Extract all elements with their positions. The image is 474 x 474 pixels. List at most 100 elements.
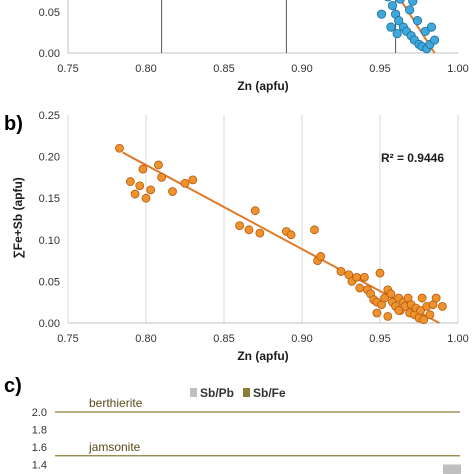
panel-c-reference-lines: berthierite jamsonite (55, 396, 460, 457)
panel-b-data-point (125, 177, 135, 186)
panel-c-y-tick-label: 1.4 (32, 460, 47, 472)
panel-b-y-ticks: 0.00 0.05 0.10 0.15 0.20 0.25 (39, 110, 60, 330)
panel-a-y-ticks: 0.05 0.00 (39, 7, 60, 60)
panel-b-data-point (383, 311, 393, 321)
panel-b-data-point (336, 267, 346, 276)
panel-a-data-point (429, 35, 440, 45)
panel-b-r2-annotation: R² = 0.9446 (381, 151, 444, 165)
panel-b-data-point (157, 172, 167, 182)
panel-b-data-point (135, 181, 145, 191)
panel-b-data-point (352, 272, 362, 282)
panel-a: 0.05 0.00 0.75 0.80 0.85 0.90 0.95 1.00 Zn (a… (39, 0, 469, 93)
panel-a-x-tick-label: 0.95 (369, 63, 390, 75)
panel-b-data-point (394, 306, 404, 315)
panel-a-points (376, 0, 440, 54)
panel-b-data-point (359, 272, 369, 282)
reference-label-jamsonite: jamsonite (88, 440, 141, 454)
panel-a-x-tick-label: 0.75 (57, 63, 78, 75)
panel-b: b) 0.00 0.05 0.10 0.15 0.20 0.25 0.75 0.80 0.85… (4, 110, 469, 363)
legend-swatch-sb-fe (243, 388, 250, 397)
panel-b-y-tick-label: 0.15 (39, 193, 60, 205)
panel-a-vertical-lines (161, 0, 397, 53)
panel-c-bar-sb-pb (443, 464, 461, 474)
panel-b-data-point (417, 293, 427, 303)
panel-a-data-point (395, 0, 405, 4)
panel-b-data-point (386, 289, 396, 299)
panel-b-x-tick-label: 0.95 (369, 333, 390, 345)
panel-c-y-tick-label: 1.8 (32, 425, 47, 437)
panel-b-points (115, 143, 447, 325)
panel-a-data-point (392, 28, 402, 39)
panel-b-data-point (154, 160, 163, 170)
panel-b-data-point (235, 221, 245, 231)
legend-swatch-sb-pb (190, 388, 197, 397)
panel-a-x-tick-label: 1.00 (447, 63, 468, 75)
legend-label-sb-pb: Sb/Pb (200, 386, 234, 400)
panel-a-data-point (405, 5, 415, 15)
panel-a-trendline (399, 0, 436, 54)
panel-a-y-tick-label: 0.00 (39, 48, 60, 60)
panel-a-data-point (376, 9, 387, 19)
panel-b-data-point (168, 187, 177, 196)
panel-b-x-axis-label: Zn (apfu) (237, 349, 288, 363)
panel-b-data-point (138, 164, 148, 174)
panel-b-data-point (130, 189, 140, 199)
panel-b-x-tick-label: 1.00 (447, 333, 468, 345)
panel-b-data-point (416, 306, 425, 315)
panel-b-data-point (431, 293, 441, 303)
panel-b-x-tick-label: 0.80 (135, 333, 156, 345)
panel-b-data-point (244, 225, 254, 235)
panel-c: c) Sb/Pb Sb/Fe 2.0 1.8 1.6 1.4 berthierite j… (4, 375, 461, 474)
panel-b-data-point (146, 185, 156, 195)
panel-b-gridlines (67, 115, 459, 323)
panel-b-x-ticks: 0.75 0.80 0.85 0.90 0.95 1.00 (57, 333, 468, 345)
panel-b-data-point (188, 175, 198, 185)
panel-a-x-tick-label: 0.85 (213, 63, 234, 75)
reference-label-berthierite: berthierite (89, 396, 143, 410)
panel-b-y-tick-label: 0.05 (39, 276, 60, 288)
panel-a-data-point (387, 0, 398, 11)
panel-b-data-point (419, 315, 429, 325)
panel-a-data-point (386, 22, 396, 32)
panel-a-data-point (412, 16, 423, 26)
panel-a-y-tick-label: 0.05 (39, 7, 60, 19)
panel-b-data-point (141, 193, 151, 203)
panel-a-data-point (420, 26, 430, 37)
panel-b-data-point (310, 225, 319, 235)
legend-label-sb-fe: Sb/Fe (253, 386, 286, 400)
panel-b-data-point (286, 230, 296, 240)
panel-a-data-point (384, 0, 392, 2)
panel-b-data-point (380, 293, 390, 303)
panel-a-x-tick-label: 0.90 (291, 63, 312, 75)
panel-b-data-point (255, 228, 265, 238)
panel-c-y-tick-label: 2.0 (32, 407, 47, 419)
panel-b-data-point (372, 308, 382, 318)
panel-b-label: b) (4, 113, 23, 135)
panel-b-data-point (375, 268, 385, 278)
panel-b-data-point (250, 206, 260, 216)
panel-c-label: c) (4, 375, 22, 397)
panel-a-data-point (394, 16, 404, 26)
panel-c-y-ticks: 2.0 1.8 1.6 1.4 (32, 407, 47, 472)
panel-a-x-axis-label: Zn (apfu) (237, 79, 288, 93)
panel-b-data-point (316, 252, 326, 261)
panel-a-x-tick-label: 0.80 (135, 63, 156, 75)
panel-c-y-tick-label: 1.6 (32, 442, 47, 454)
panel-a-data-point (426, 22, 437, 32)
panel-b-x-tick-label: 0.75 (57, 333, 78, 345)
panel-b-data-point (425, 310, 435, 320)
panel-b-y-tick-label: 0.10 (39, 235, 60, 247)
panel-b-data-point (115, 143, 124, 153)
panel-b-data-point (180, 178, 190, 188)
panel-b-y-tick-label: 0.20 (39, 152, 60, 164)
panel-b-data-point (355, 283, 365, 293)
panel-b-y-axis-label: ∑Fe+Sb (apfu) (11, 177, 25, 259)
panel-b-y-tick-label: 0.25 (39, 110, 60, 122)
panel-b-y-tick-label: 0.00 (39, 318, 60, 330)
panel-a-data-point (408, 0, 418, 6)
panel-b-data-point (437, 301, 447, 311)
panel-a-x-ticks: 0.75 0.80 0.85 0.90 0.95 1.00 (57, 63, 468, 75)
panel-b-x-tick-label: 0.85 (213, 333, 234, 345)
